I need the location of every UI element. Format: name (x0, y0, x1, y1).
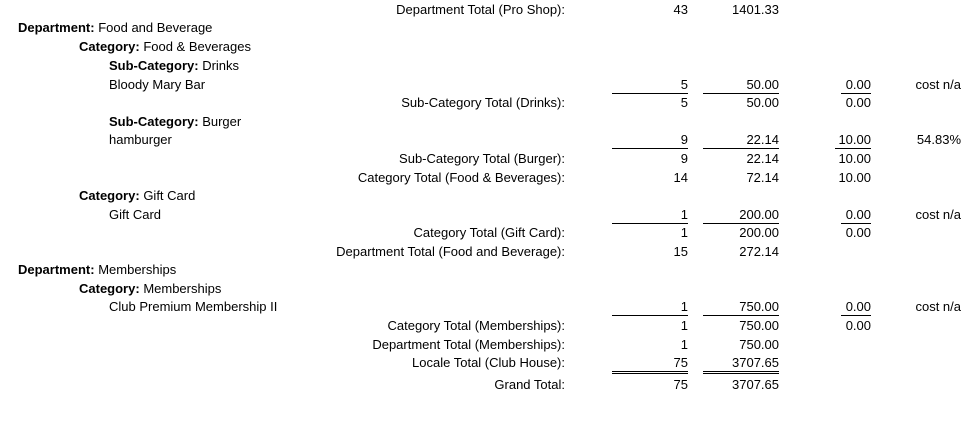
grand-total-qty: 75 (673, 377, 688, 392)
category-total-memberships-qty: 1 (680, 318, 688, 333)
department-total-memberships-amount: 750.00 (739, 337, 779, 352)
category-name: Gift Card (143, 188, 196, 203)
category-heading-memberships: Category: Memberships (79, 281, 221, 297)
category-prefix: Category: (79, 188, 140, 203)
department-name: Food and Beverage (98, 20, 213, 35)
category-total-gift-card-amount: 200.00 (739, 225, 779, 240)
locale-total-label: Locale Total (Club House): (412, 355, 565, 370)
department-total-memberships-qty: 1 (680, 337, 688, 352)
department-heading-food-beverage: Department: Food and Beverage (18, 20, 212, 36)
category-total-gift-card-qty: 1 (680, 225, 688, 240)
locale-total-qty: 75 (612, 355, 688, 374)
department-total-food-beverage-amount: 272.14 (739, 244, 779, 259)
subcategory-prefix: Sub-Category: (109, 58, 199, 73)
item-cost-gift-card: 0.00 (841, 207, 871, 224)
pro-shop-total-amount: 1401.33 (732, 2, 779, 17)
category-total-gift-card-cost: 0.00 (845, 225, 871, 240)
item-name-club-premium: Club Premium Membership II (109, 299, 278, 314)
category-total-food-beverages-cost: 10.00 (838, 170, 871, 185)
category-total-memberships-amount: 750.00 (739, 318, 779, 333)
locale-total-amount: 3707.65 (703, 355, 779, 374)
category-total-gift-card-label: Category Total (Gift Card): (413, 225, 565, 240)
category-prefix: Category: (79, 39, 140, 54)
item-amount-bloody-mary: 50.00 (703, 77, 779, 94)
department-heading-memberships: Department: Memberships (18, 262, 176, 278)
item-qty-club-premium: 1 (612, 299, 688, 316)
category-total-food-beverages-amount: 72.14 (746, 170, 779, 185)
item-amount-hamburger: 22.14 (703, 132, 779, 149)
item-name-gift-card: Gift Card (109, 207, 162, 222)
subcategory-total-drinks-label: Sub-Category Total (Drinks): (401, 95, 565, 110)
department-prefix: Department: (18, 20, 95, 35)
item-margin-gift-card: cost n/a (915, 207, 961, 222)
item-margin-bloody-mary: cost n/a (915, 77, 961, 92)
subcategory-total-burger-qty: 9 (680, 151, 688, 166)
category-heading-gift-card: Category: Gift Card (79, 188, 195, 204)
department-prefix: Department: (18, 262, 95, 277)
item-margin-hamburger: 54.83% (916, 132, 961, 147)
category-total-memberships-label: Category Total (Memberships): (387, 318, 566, 333)
item-qty-bloody-mary: 5 (612, 77, 688, 94)
department-total-food-beverage-label: Department Total (Food and Beverage): (336, 244, 565, 259)
department-total-memberships-label: Department Total (Memberships): (372, 337, 565, 352)
category-total-food-beverages-label: Category Total (Food & Beverages): (357, 170, 565, 185)
item-cost-hamburger: 10.00 (835, 132, 871, 149)
subcategory-name: Burger (202, 114, 242, 129)
item-amount-gift-card: 200.00 (703, 207, 779, 224)
category-heading-food-beverages: Category: Food & Beverages (79, 39, 251, 55)
category-prefix: Category: (79, 281, 140, 296)
item-name-bloody-mary: Bloody Mary Bar (109, 77, 206, 92)
subcategory-total-burger-cost: 10.00 (838, 151, 871, 166)
item-qty-gift-card: 1 (612, 207, 688, 224)
subcategory-name: Drinks (202, 58, 240, 73)
pro-shop-total-label: Department Total (Pro Shop): (396, 2, 565, 17)
subcategory-total-drinks-amount: 50.00 (746, 95, 779, 110)
grand-total-label: Grand Total: (494, 377, 565, 392)
item-cost-bloody-mary: 0.00 (841, 77, 871, 94)
category-name: Food & Beverages (143, 39, 251, 54)
subcategory-prefix: Sub-Category: (109, 114, 199, 129)
subcategory-heading-burger: Sub-Category: Burger (109, 114, 241, 130)
item-name-hamburger: hamburger (109, 132, 172, 147)
item-qty-hamburger: 9 (612, 132, 688, 149)
subcategory-total-drinks-cost: 0.00 (845, 95, 871, 110)
department-name: Memberships (98, 262, 177, 277)
item-cost-club-premium: 0.00 (841, 299, 871, 316)
subcategory-total-burger-label: Sub-Category Total (Burger): (399, 151, 565, 166)
department-total-food-beverage-qty: 15 (673, 244, 688, 259)
subcategory-total-drinks-qty: 5 (680, 95, 688, 110)
grand-total-amount: 3707.65 (732, 377, 779, 392)
pro-shop-total-qty: 43 (673, 2, 688, 17)
category-total-food-beverages-qty: 14 (673, 170, 688, 185)
category-name: Memberships (143, 281, 222, 296)
category-total-memberships-cost: 0.00 (845, 318, 871, 333)
item-amount-club-premium: 750.00 (703, 299, 779, 316)
item-margin-club-premium: cost n/a (915, 299, 961, 314)
subcategory-total-burger-amount: 22.14 (746, 151, 779, 166)
subcategory-heading-drinks: Sub-Category: Drinks (109, 58, 239, 74)
